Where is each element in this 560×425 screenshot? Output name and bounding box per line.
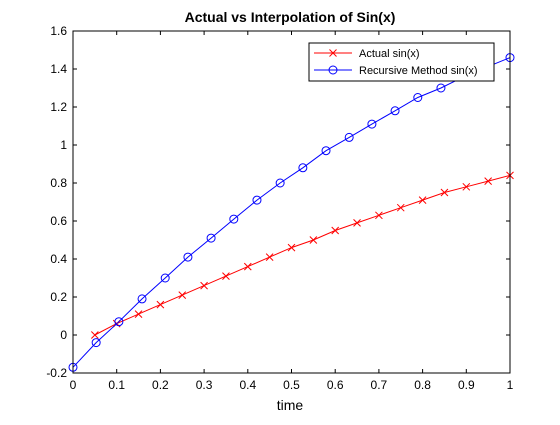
y-tick-label: 1.2 — [50, 100, 67, 114]
data-point — [413, 93, 423, 102]
x-tick-label: 0.5 — [283, 378, 300, 392]
x-tick-label: 0.9 — [458, 378, 475, 392]
y-tick-label: 1.6 — [50, 24, 67, 38]
data-point — [462, 182, 471, 191]
x-tick-label: 0.6 — [327, 378, 344, 392]
y-tick-label: 0.6 — [50, 214, 67, 228]
data-point — [178, 291, 187, 299]
y-tick-label: 1.4 — [50, 62, 67, 76]
x-tick-label: 0.3 — [196, 378, 213, 392]
x-tick-label: 0.4 — [239, 378, 256, 392]
data-point — [390, 106, 400, 116]
data-point — [375, 211, 383, 220]
legend-label: Actual sin(x) — [359, 48, 420, 60]
data-point — [160, 273, 170, 283]
legend-marker — [329, 49, 337, 57]
data-point — [440, 188, 449, 197]
series-actual — [90, 171, 514, 339]
y-tick-label: 0.2 — [50, 290, 67, 304]
data-point — [91, 338, 101, 348]
legend: Actual sin(x) Recursive Method sin(x) — [308, 42, 495, 82]
x-axis-label: time — [277, 397, 304, 413]
data-point — [331, 226, 340, 235]
y-tick-label: -0.2 — [46, 366, 67, 380]
data-point — [156, 300, 165, 309]
data-point — [114, 317, 124, 327]
x-tick-label: 0.1 — [108, 378, 125, 392]
data-point — [134, 310, 143, 318]
data-point — [275, 178, 285, 188]
data-point — [287, 243, 296, 252]
data-point — [321, 146, 331, 156]
data-point — [229, 214, 239, 224]
legend-entry: Actual sin(x) — [314, 48, 420, 60]
data-point — [252, 195, 262, 205]
y-tick-label: 1 — [60, 138, 67, 152]
data-point — [418, 196, 427, 204]
y-tick-label: 0.4 — [50, 252, 67, 266]
data-point — [353, 219, 361, 227]
series-line — [94, 174, 511, 336]
data-point — [396, 203, 405, 212]
data-point — [90, 331, 99, 339]
y-tick-label: 0 — [60, 328, 67, 342]
data-point — [243, 262, 252, 271]
data-point — [484, 177, 493, 185]
legend-box — [308, 42, 495, 82]
x-tick-label: 1 — [507, 378, 514, 392]
data-point — [222, 272, 230, 280]
data-point — [344, 132, 354, 142]
legend-label: Recursive Method sin(x) — [359, 65, 478, 77]
legend-entry: Recursive Method sin(x) — [314, 65, 478, 77]
x-tick-label: 0.7 — [371, 378, 388, 392]
data-point — [200, 281, 208, 290]
data-point — [206, 233, 216, 243]
data-point — [265, 253, 274, 261]
chart-title: Actual vs Interpolation of Sin(x) — [185, 9, 396, 25]
data-point — [137, 294, 147, 304]
data-point — [183, 252, 193, 262]
x-tick-label: 0.8 — [414, 378, 431, 392]
data-point — [436, 83, 446, 93]
x-tick-label: 0.2 — [152, 378, 169, 392]
data-point — [309, 236, 318, 244]
legend-marker — [328, 65, 338, 75]
x-tick-label: 0 — [70, 378, 77, 392]
data-point — [298, 163, 308, 173]
y-tick-label: 0.8 — [50, 176, 67, 190]
data-point — [367, 119, 377, 129]
